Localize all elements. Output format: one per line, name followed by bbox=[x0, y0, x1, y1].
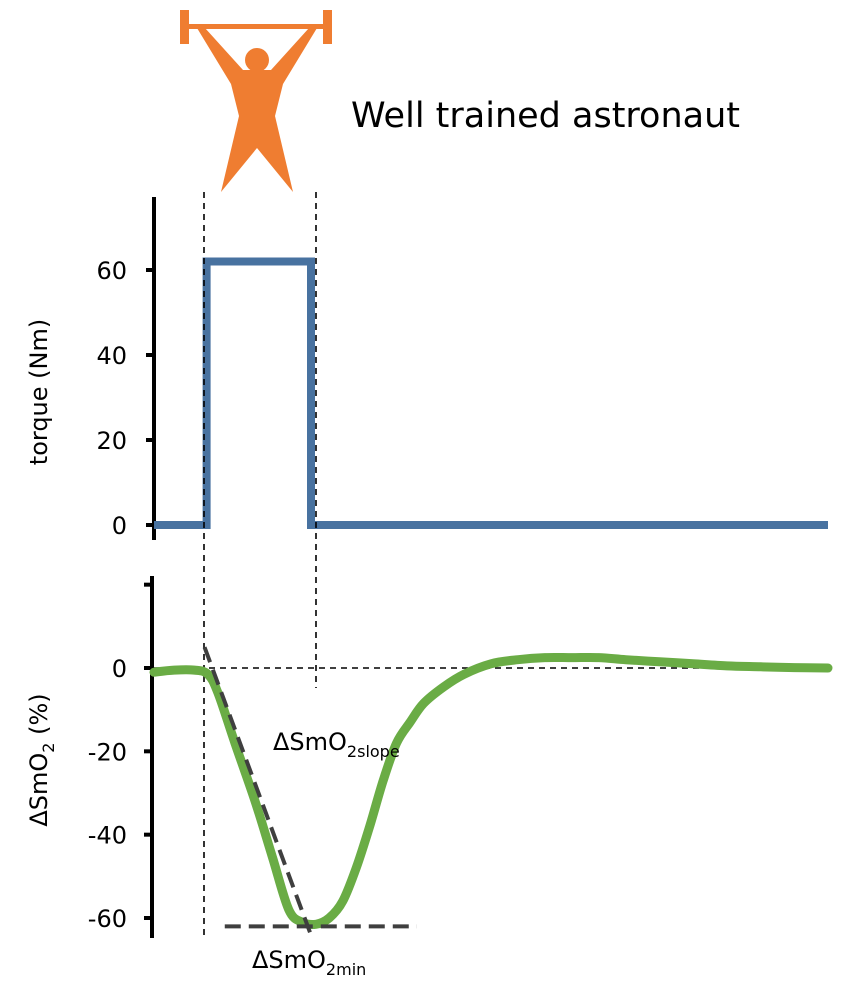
slope-fit-line bbox=[202, 646, 315, 940]
torque-y-tick-label: 40 bbox=[96, 342, 127, 370]
smo2-y-tick-label: -60 bbox=[88, 905, 127, 933]
barbell-right-plate bbox=[323, 10, 332, 44]
smo2-y-tick-label: -20 bbox=[88, 738, 127, 766]
barbell-bar bbox=[186, 24, 326, 29]
lifter-head bbox=[245, 48, 269, 72]
chart-title: Well trained astronaut bbox=[351, 96, 740, 136]
min-annotation-base: ΔSmO bbox=[252, 946, 326, 974]
smo2-panel: 0-20-40-60 ΔSmO2 (%) ΔSmO2slope ΔSmO2min bbox=[25, 576, 833, 979]
min-annotation: ΔSmO2min bbox=[252, 946, 366, 979]
slope-annotation-base: ΔSmO bbox=[273, 728, 347, 756]
torque-y-ticks: 0 20 40 60 bbox=[96, 257, 154, 540]
smo2-y-tick-label: -40 bbox=[88, 822, 127, 850]
torque-y-tick-label: 60 bbox=[96, 257, 127, 285]
torque-y-axis-title: torque (Nm) bbox=[25, 319, 53, 465]
torque-y-tick-label: 0 bbox=[112, 512, 127, 540]
min-annotation-sub: 2min bbox=[326, 960, 366, 979]
torque-series-line bbox=[154, 257, 828, 529]
smo2-y-axis-title-suffix: (%) bbox=[25, 693, 53, 742]
smo2-y-tick-label: 0 bbox=[112, 655, 127, 683]
lifter-body bbox=[197, 28, 317, 192]
torque-y-tick-label: 20 bbox=[96, 427, 127, 455]
smo2-y-axis-title-sub: 2 bbox=[39, 743, 58, 753]
smo2-y-ticks: 0 -20 -40 -60 bbox=[88, 582, 152, 933]
barbell-left-plate bbox=[180, 10, 189, 44]
smo2-series-line bbox=[149, 652, 833, 930]
slope-annotation: ΔSmO2slope bbox=[273, 728, 400, 761]
torque-panel: 0 20 40 60 torque (Nm) bbox=[25, 197, 828, 540]
smo2-y-axis-title: ΔSmO2 (%) bbox=[25, 693, 58, 826]
smo2-y-axis-title-base: ΔSmO bbox=[25, 753, 53, 827]
slope-annotation-sub: 2slope bbox=[347, 742, 400, 761]
weightlifter-icon bbox=[180, 10, 332, 192]
